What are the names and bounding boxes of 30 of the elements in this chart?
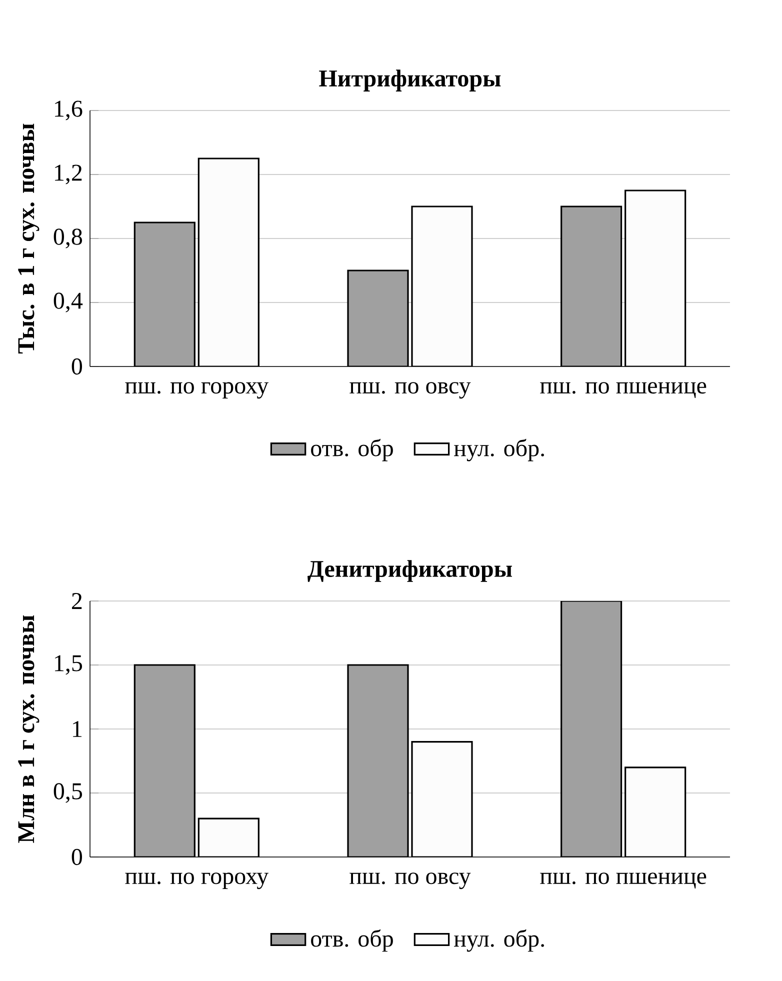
y-tick-label: 0 [72,848,82,866]
bar [347,664,409,857]
chart-title: Нитрификаторы [319,70,501,92]
y-tick-label: 1,6 [55,100,82,120]
x-tick-label: пш. по гороху [125,382,269,399]
x-tick-label: пш. по овсу [350,872,471,890]
y-tick-label: 1,5 [55,655,82,675]
y-tick-label: 2 [72,593,82,609]
y-tick-label: 1,2 [55,164,82,184]
y-axis-title: Млн в 1 г сух. почвы [18,615,40,843]
x-tick-label: пш. по гороху [125,872,269,890]
y-tick-label: 0,8 [54,228,82,248]
y-axis-title: Тыс. в 1 г сух. почвы [18,124,40,354]
y-tick-label: 1 [73,721,82,737]
bar [134,664,196,857]
y-tick-label: 0 [72,358,82,375]
bar [134,222,196,366]
y-tick-label: 0,5 [54,783,82,803]
x-tick-label: пш. по овсу [350,382,471,399]
chart-title: Денитрификаторы [308,560,512,582]
bar [347,270,409,366]
bar [560,601,622,857]
legend-label: отв. обр [311,438,393,462]
legend-label: нул. обр. [454,929,544,952]
x-tick-label: пш. по пшенице [540,872,706,889]
bar [560,206,622,366]
y-tick-label: 0,4 [54,292,83,312]
legend-label: отв. обр [311,929,393,952]
x-tick-label: пш. по пшенице [540,382,706,398]
legend-label: нул. обр. [454,438,544,462]
